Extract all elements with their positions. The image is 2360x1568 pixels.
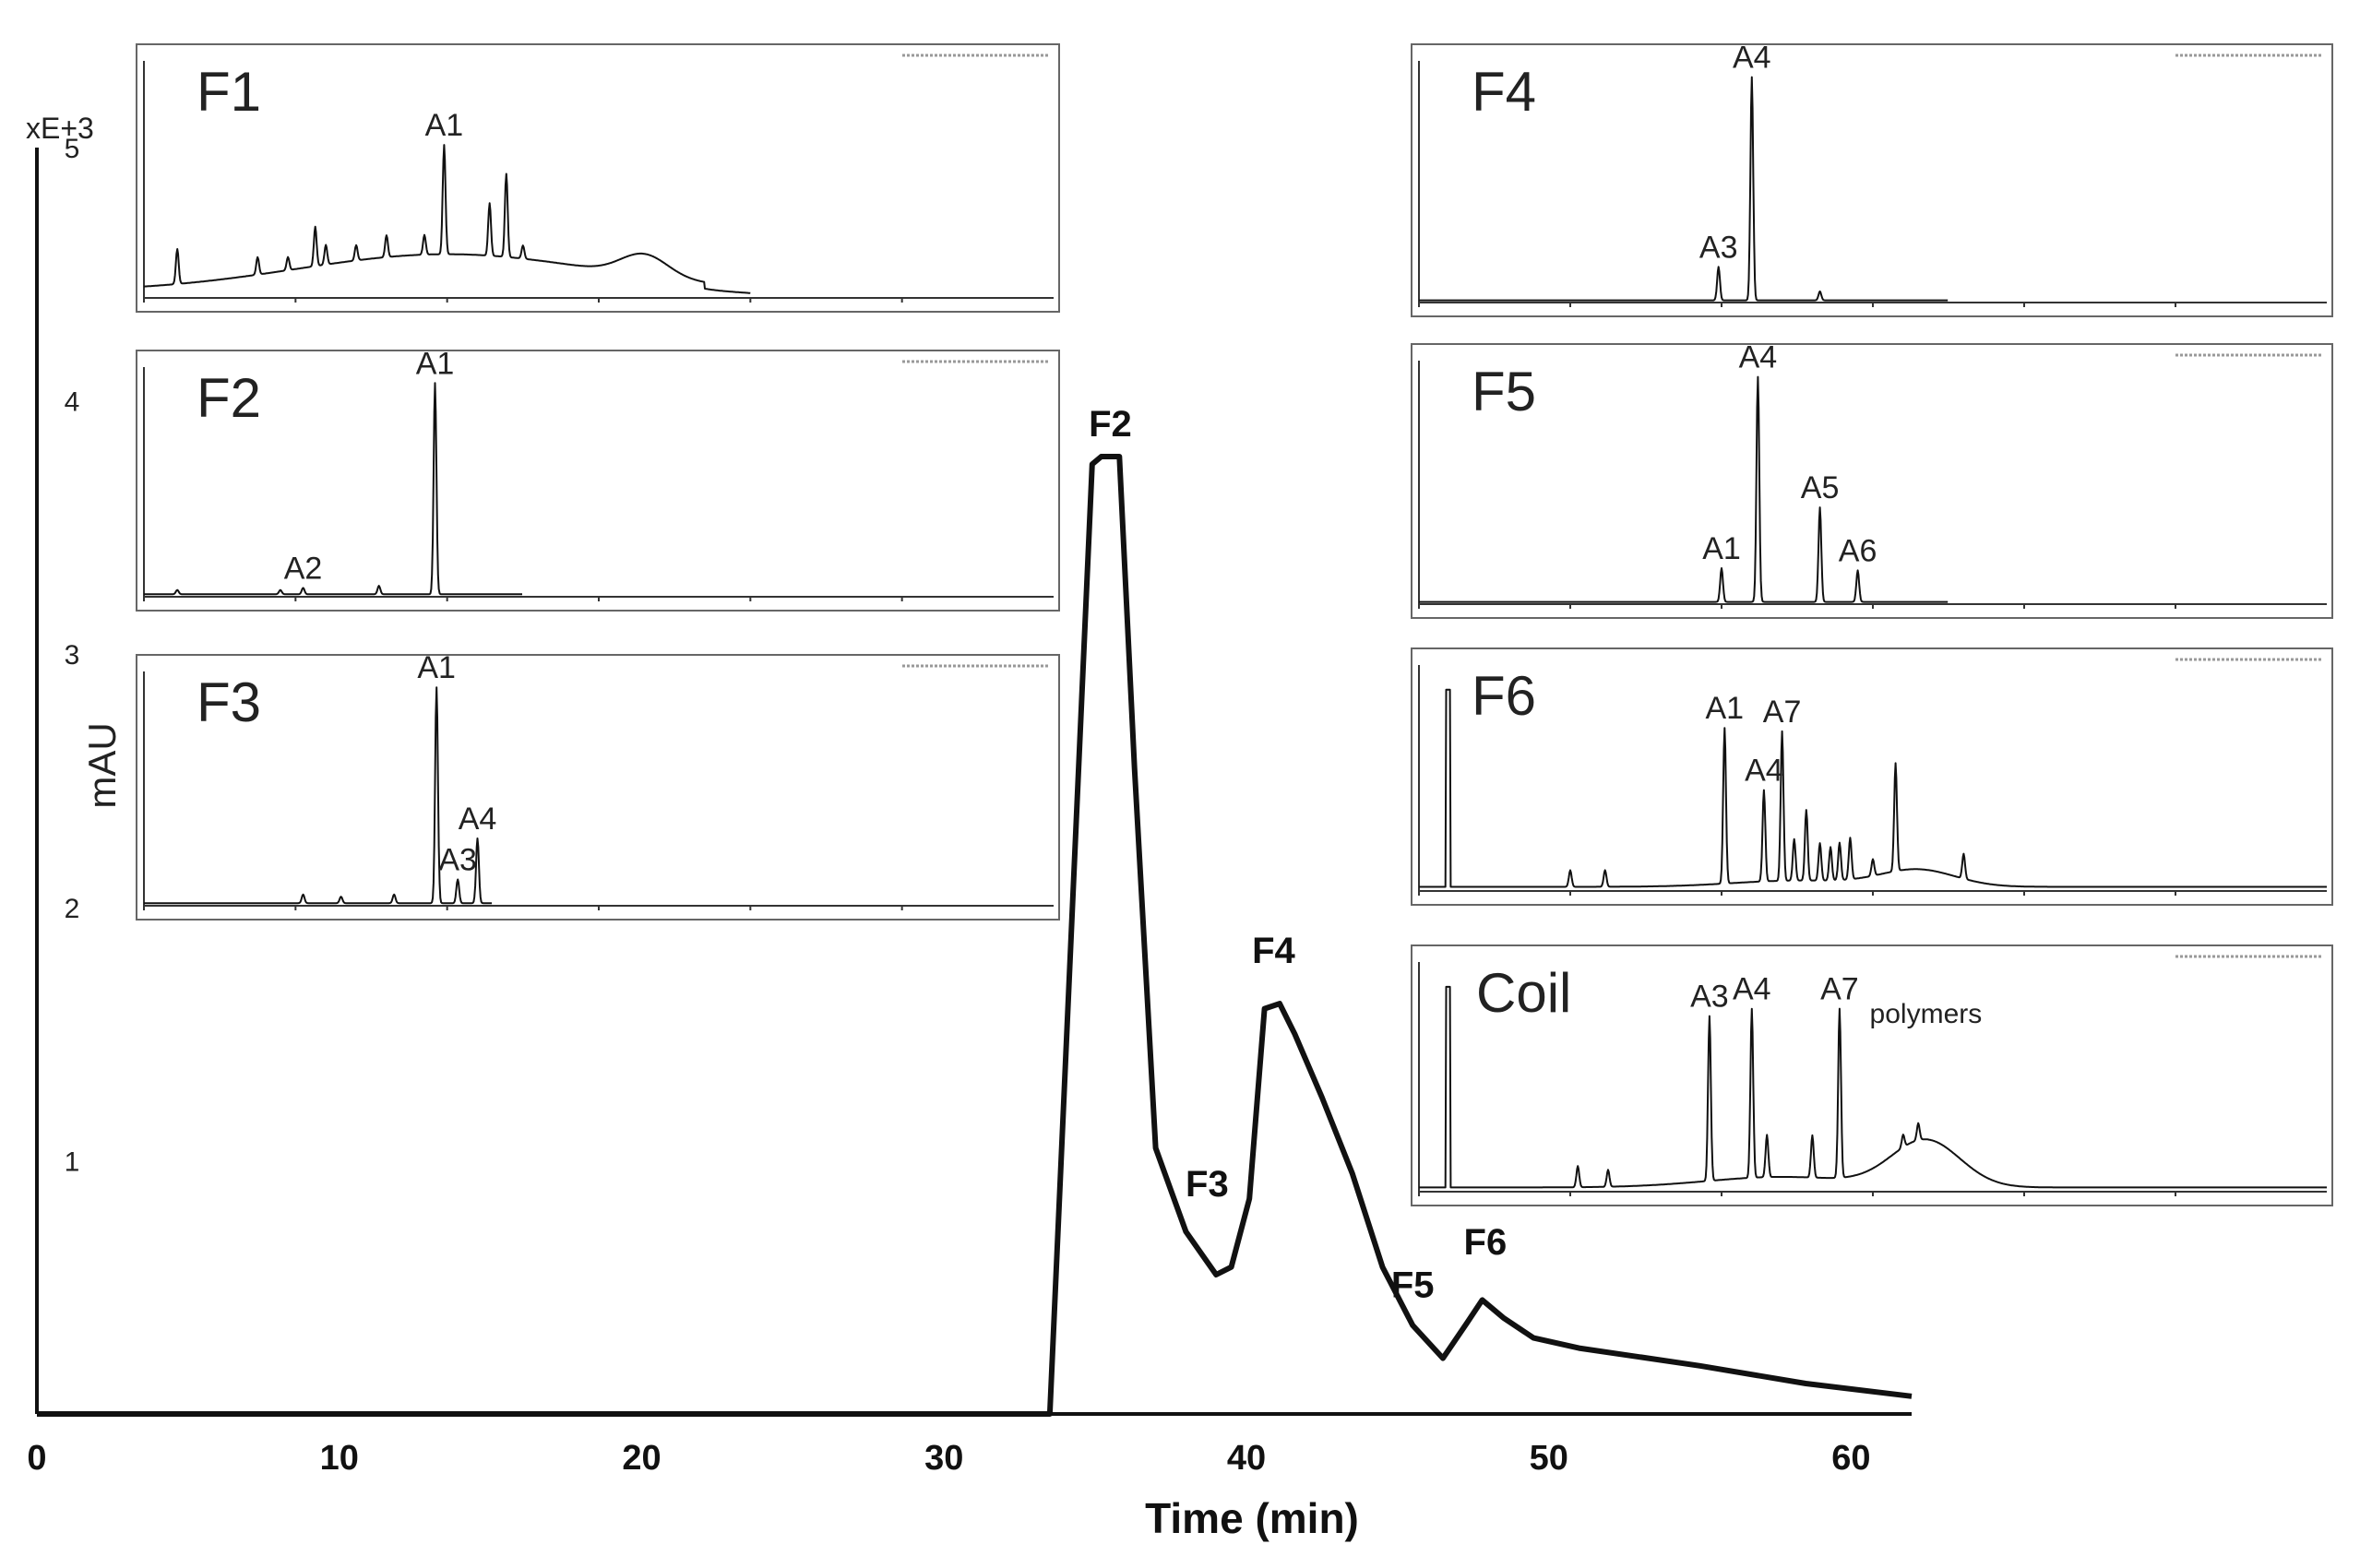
x-tick-label: 50 (1530, 1439, 1568, 1478)
inset-trace-line (1418, 985, 2328, 1189)
inset-f3: F3 A1 A3 A4 (136, 650, 1060, 921)
x-tick-label: 20 (622, 1439, 661, 1478)
peak-label-a3: A3 (1690, 980, 1729, 1015)
peak-label-a1: A1 (417, 650, 456, 685)
x-axis-label: Time (min) (1145, 1494, 1359, 1542)
inset-frame (136, 350, 1060, 612)
inset-trace-line (143, 686, 493, 905)
peak-label-a7: A7 (1763, 695, 1802, 730)
inset-frame (136, 654, 1060, 921)
inset-trace-line (143, 144, 751, 294)
main-trace-line (37, 454, 1913, 1417)
inset-title: Coil (1476, 962, 1571, 1024)
peak-label-a1: A1 (416, 346, 455, 381)
x-tick-label: 10 (320, 1439, 359, 1478)
fraction-labels: F2 F3 F4 F5 F6 (1089, 404, 1507, 1306)
peak-label-a4: A4 (1739, 340, 1778, 375)
inset-trace-line (1418, 688, 2328, 888)
inset-title: F2 (197, 367, 261, 429)
fraction-label-f2: F2 (1089, 404, 1132, 445)
inset-title: F6 (1472, 665, 1536, 727)
y-tick-label: 3 (65, 640, 80, 671)
inset-title: F3 (197, 671, 261, 733)
inset-frame (1411, 343, 2333, 619)
inset-title: F5 (1472, 361, 1536, 422)
y-unit-label: xE+3 (26, 112, 94, 145)
peak-label-a3: A3 (1699, 230, 1738, 265)
peak-label-a4: A4 (1733, 972, 1771, 1007)
peak-label-a2: A2 (284, 551, 323, 586)
y-axis-label: mAU (80, 722, 124, 808)
fraction-label-f5: F5 (1391, 1265, 1435, 1306)
fraction-label-f3: F3 (1186, 1164, 1229, 1205)
y-tick-label: 4 (65, 387, 80, 418)
inset-coil: Coil A3 A4 A7 polymers (1411, 944, 2333, 1206)
inset-trace-line (1418, 375, 1949, 603)
inset-title: F4 (1472, 61, 1536, 123)
x-tick-label: 0 (27, 1439, 46, 1478)
y-tick-label: 5 (65, 134, 80, 164)
x-tick-labels: 0 10 20 30 40 50 60 (27, 1439, 1870, 1478)
inset-f5: F5 A1 A4 A5 A6 (1411, 340, 2333, 619)
peak-label-a6: A6 (1839, 533, 1877, 568)
x-tick-label: 30 (924, 1439, 963, 1478)
inset-title: F1 (197, 61, 261, 123)
inset-f4: F4 A3 A4 (1411, 41, 2333, 317)
inset-frame (1411, 43, 2333, 317)
y-tick-label: 1 (65, 1146, 80, 1177)
inset-f1: F1 A1 (136, 43, 1060, 313)
inset-f2: F2 A1 A2 (136, 346, 1060, 612)
x-tick-label: 40 (1227, 1439, 1266, 1478)
fraction-label-f6: F6 (1464, 1222, 1508, 1263)
peak-label-a4: A4 (1733, 41, 1771, 76)
peak-label-a1: A1 (1702, 531, 1741, 566)
polymers-annotation: polymers (1870, 999, 1983, 1029)
inset-frame (1411, 944, 2333, 1206)
peak-label-a1: A1 (425, 108, 464, 143)
fraction-label-f4: F4 (1252, 931, 1295, 971)
peak-label-a7: A7 (1820, 972, 1859, 1007)
peak-label-a5: A5 (1801, 470, 1840, 505)
x-tick-label: 60 (1831, 1439, 1870, 1478)
y-tick-labels: 1 2 3 4 5 (65, 134, 80, 1177)
inset-trace-line (1418, 76, 1949, 302)
inset-trace-line (143, 382, 523, 596)
peak-label-a3: A3 (438, 842, 477, 877)
peak-label-a4: A4 (459, 802, 497, 837)
peak-label-a4: A4 (1745, 754, 1783, 789)
y-tick-label: 2 (65, 894, 80, 924)
peak-label-a1: A1 (1705, 691, 1744, 726)
